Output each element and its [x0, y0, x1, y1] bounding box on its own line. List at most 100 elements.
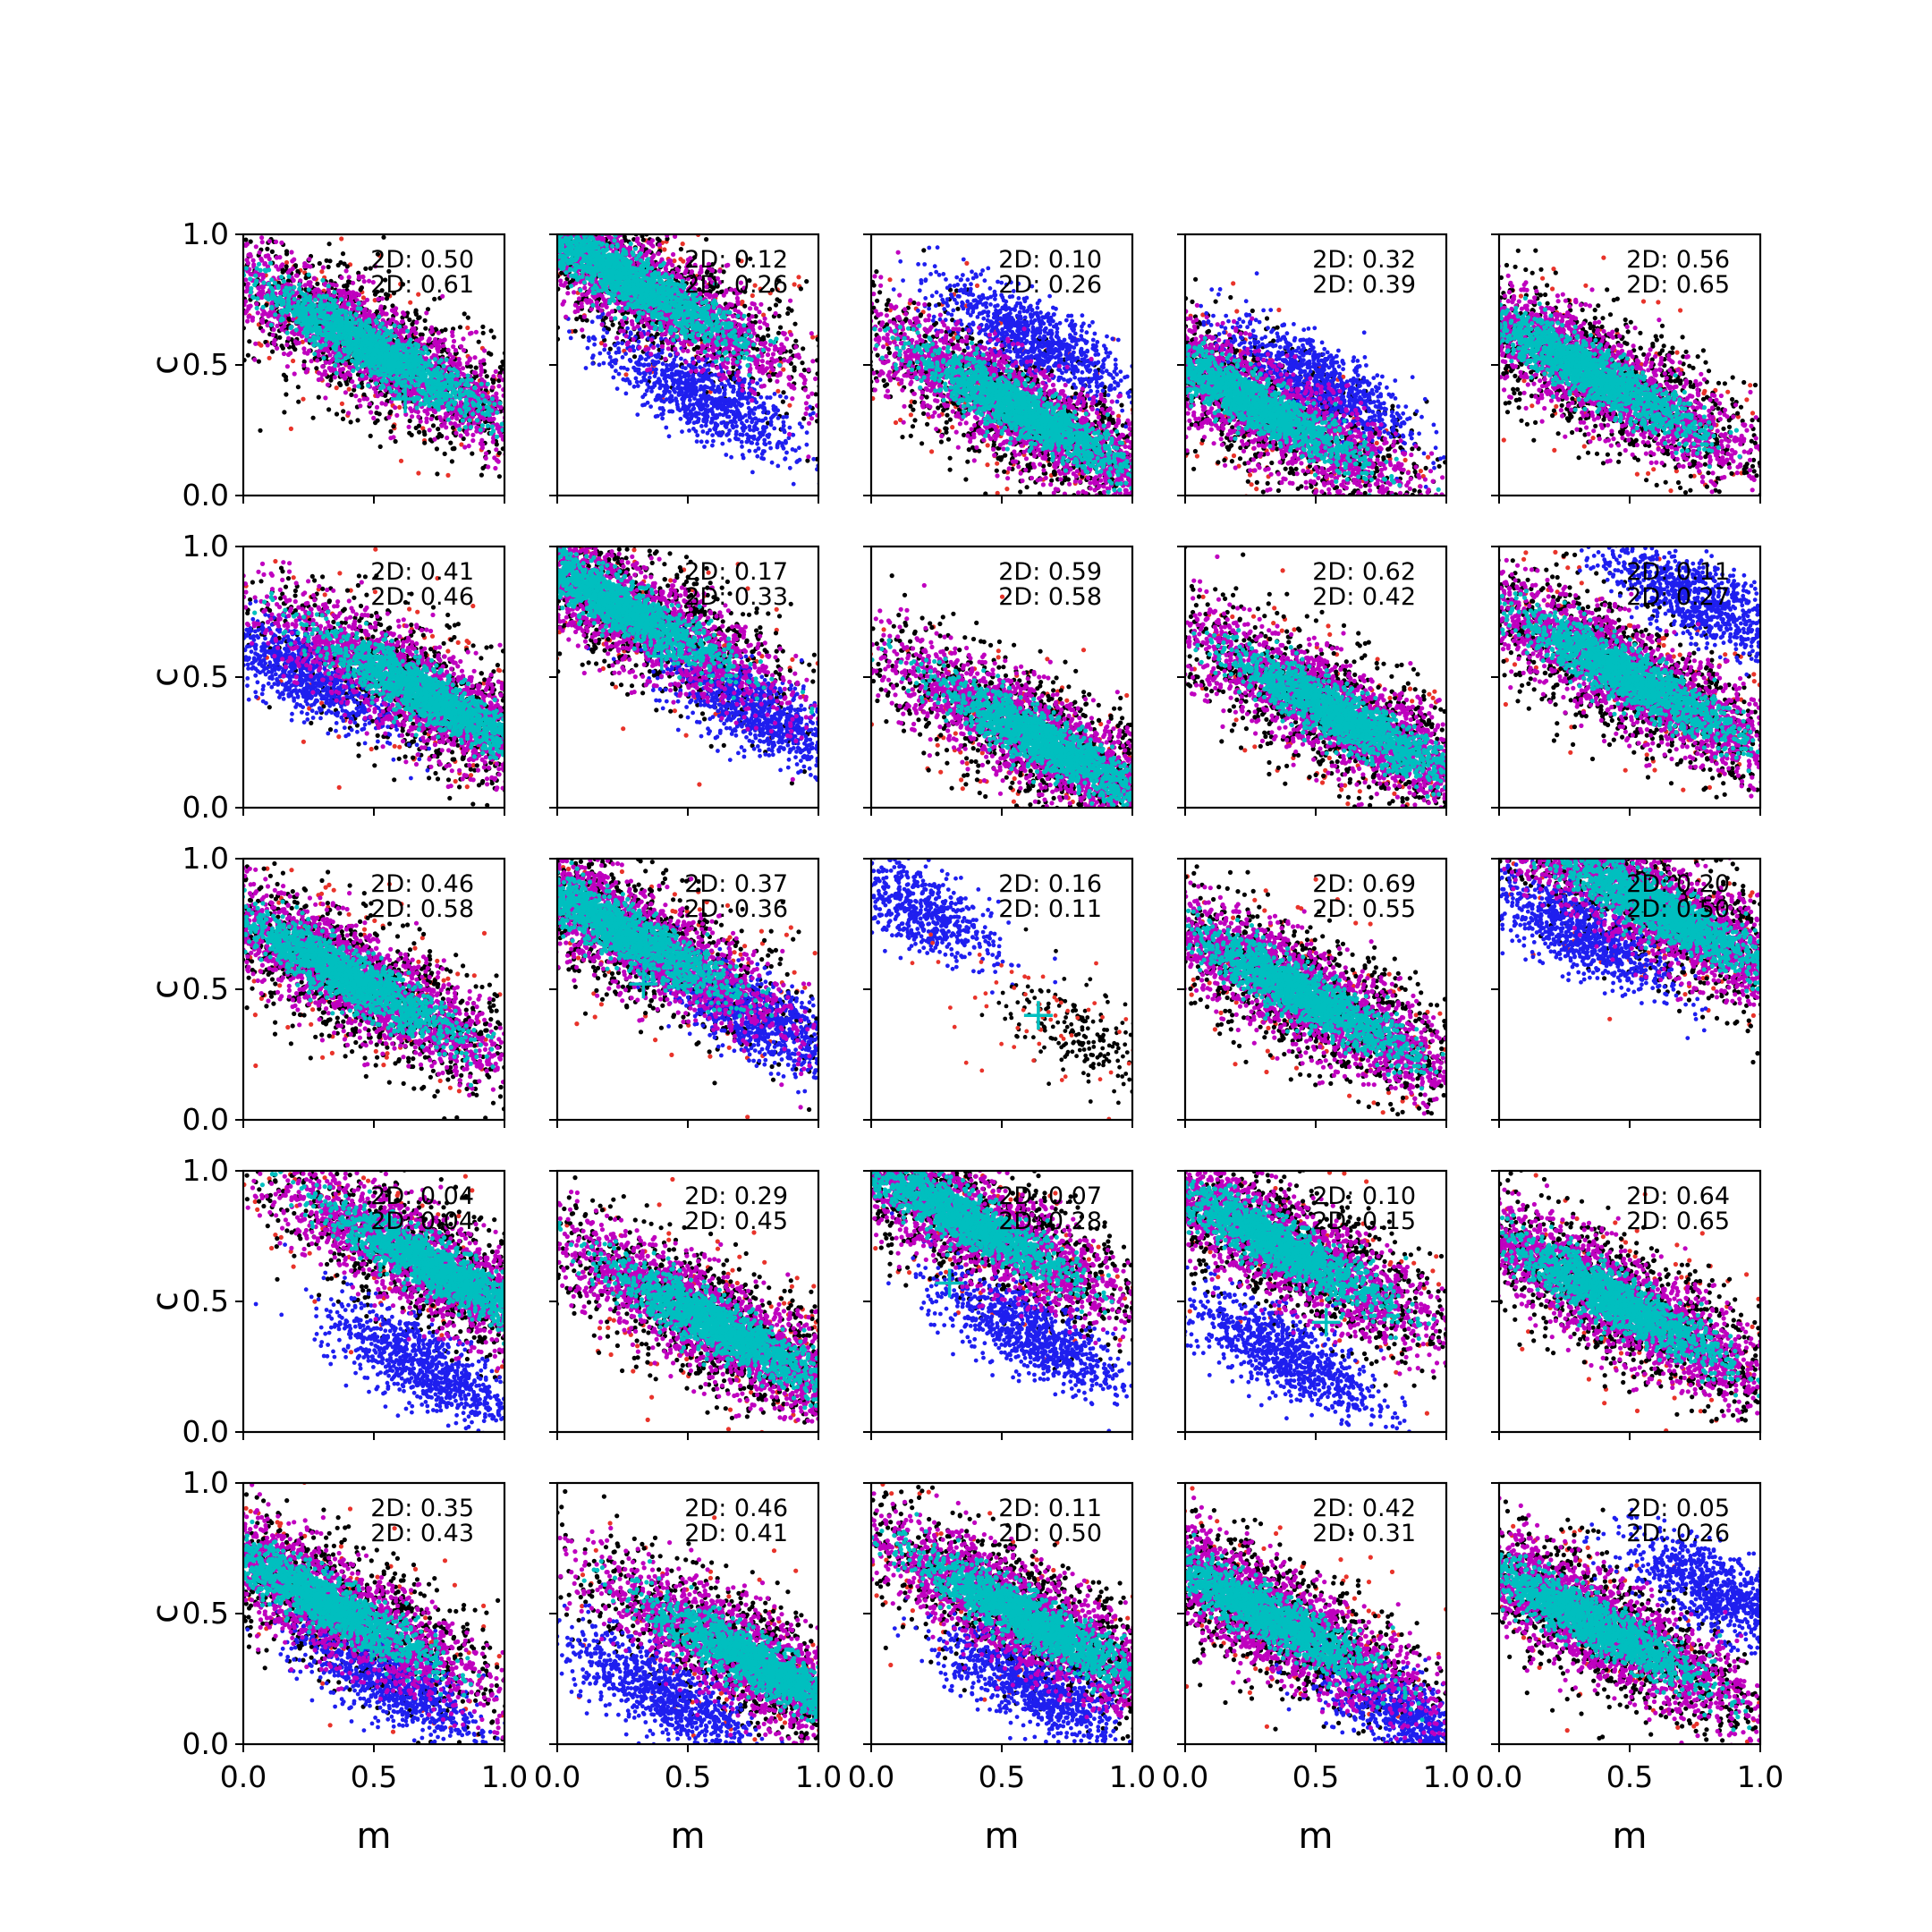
cyan-point	[377, 364, 381, 369]
magenta-point	[365, 396, 369, 401]
magenta-point	[289, 250, 293, 254]
magenta-point	[479, 369, 484, 374]
magenta-point	[451, 344, 455, 349]
magenta-point	[514, 419, 519, 424]
cyan-point	[470, 401, 475, 405]
cyan-point	[283, 292, 287, 297]
cyan-point	[349, 315, 353, 319]
cyan-point	[384, 379, 388, 384]
red-point	[228, 332, 233, 336]
red-point	[340, 402, 344, 406]
magenta-point	[432, 437, 436, 442]
cyan-point	[366, 384, 370, 388]
magenta-point	[347, 275, 352, 279]
black-point	[326, 407, 331, 411]
magenta-point	[479, 377, 484, 382]
magenta-point	[496, 384, 501, 388]
magenta-point	[258, 250, 262, 255]
cyan-point	[273, 295, 277, 300]
magenta-point	[472, 370, 477, 375]
magenta-point	[479, 360, 483, 364]
magenta-point	[236, 270, 241, 275]
cyan-point	[339, 297, 343, 301]
cyan-point	[418, 354, 422, 359]
magenta-point	[267, 239, 272, 243]
magenta-point	[343, 292, 348, 296]
cyan-point	[462, 413, 467, 418]
black-point	[543, 298, 547, 302]
magenta-point	[249, 304, 253, 309]
cyan-point	[463, 425, 468, 429]
cyan-point	[248, 276, 252, 281]
black-point	[234, 297, 239, 301]
cyan-point	[486, 424, 490, 428]
magenta-point	[394, 311, 399, 316]
red-point	[339, 236, 343, 241]
cyan-point	[269, 285, 274, 290]
magenta-point	[323, 372, 327, 377]
red-point	[662, 247, 666, 251]
cyan-point	[408, 349, 412, 353]
black-point	[394, 439, 398, 444]
cyan-point	[381, 335, 386, 339]
magenta-point	[393, 405, 397, 410]
magenta-point	[339, 275, 343, 280]
magenta-point	[394, 306, 398, 310]
cyan-point	[356, 384, 360, 388]
magenta-point	[261, 275, 266, 280]
black-point	[508, 399, 513, 403]
magenta-point	[508, 391, 513, 395]
magenta-point	[424, 416, 428, 420]
black-point	[284, 249, 289, 253]
red-point	[590, 219, 595, 224]
black-point	[229, 226, 233, 231]
cyan-point	[394, 346, 399, 351]
black-point	[602, 227, 606, 232]
black-point	[284, 377, 288, 382]
cyan-point	[387, 358, 392, 362]
cyan-point	[447, 367, 452, 371]
cyan-point	[297, 283, 301, 287]
black-point	[422, 441, 427, 445]
red-point	[399, 459, 403, 463]
black-point	[508, 426, 513, 430]
magenta-point	[301, 363, 306, 368]
black-point	[344, 283, 349, 287]
cyan-point	[301, 303, 305, 308]
black-point	[417, 430, 421, 435]
magenta-point	[432, 353, 436, 358]
black-point	[338, 383, 343, 387]
black-point	[247, 339, 251, 343]
black-point	[505, 391, 510, 395]
black-point	[238, 326, 242, 330]
magenta-point	[246, 282, 250, 286]
black-point	[314, 366, 318, 370]
magenta-point	[369, 410, 373, 414]
cyan-point	[279, 275, 284, 279]
cyan-point	[312, 352, 317, 356]
cyan-point	[419, 391, 424, 395]
cyan-point	[380, 378, 385, 383]
cyan-point	[311, 343, 316, 347]
cyan-point	[436, 407, 441, 411]
magenta-point	[333, 375, 337, 379]
cyan-point	[301, 297, 305, 301]
cyan-point	[446, 375, 451, 379]
cyan-point	[292, 285, 296, 290]
magenta-point	[246, 261, 250, 266]
cyan-point	[480, 423, 485, 428]
magenta-point	[510, 415, 514, 419]
cyan-point	[287, 292, 292, 297]
cyan-point	[354, 345, 359, 350]
black-point	[349, 393, 353, 397]
cyan-point	[397, 325, 402, 329]
red-point	[291, 359, 295, 363]
cyan-point	[475, 418, 479, 422]
black-point	[341, 417, 345, 421]
magenta-point	[315, 358, 319, 362]
cyan-point	[317, 331, 321, 335]
magenta-point	[280, 326, 284, 330]
cyan-point	[397, 342, 402, 346]
black-point	[408, 419, 412, 423]
